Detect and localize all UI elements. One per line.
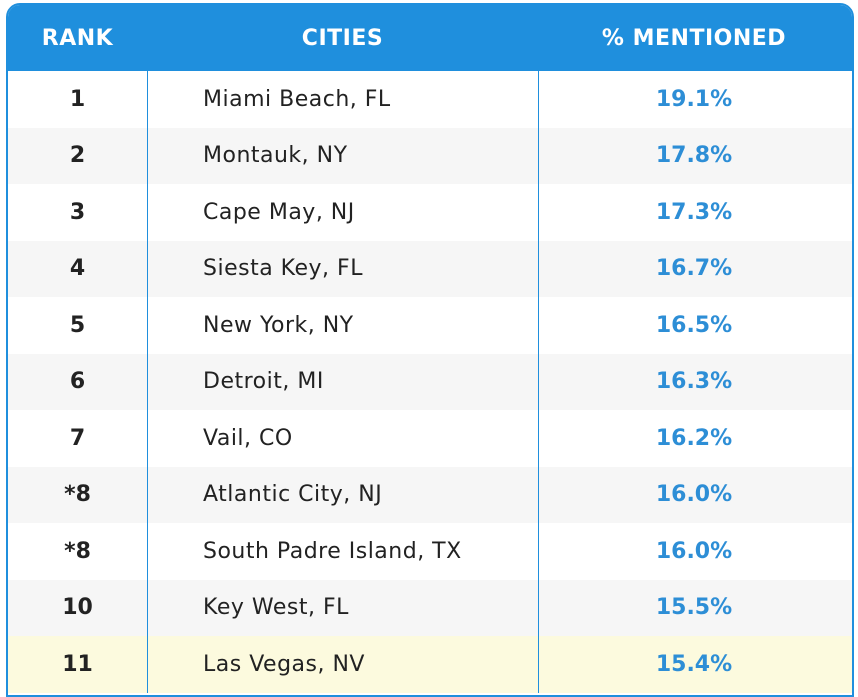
header-cities: CITIES	[301, 25, 384, 51]
city-cell: South Padre Island, TX	[203, 538, 462, 564]
rank-cell: 2	[69, 143, 86, 169]
city-cell: New York, NY	[203, 312, 354, 338]
table-row: 1 Miami Beach, FL 19.1%	[8, 71, 852, 128]
percent-cell: 17.3%	[655, 199, 733, 225]
table-row: 4 Siesta Key, FL 16.7%	[8, 240, 852, 297]
header-mentioned: % MENTIONED	[601, 25, 787, 51]
city-cell: Vail, CO	[203, 425, 293, 451]
percent-cell: 16.5%	[655, 312, 733, 338]
city-cell: Cape May, NJ	[203, 199, 355, 225]
rank-cell: *8	[64, 482, 91, 508]
rank-cell: 1	[69, 86, 86, 112]
city-cell: Atlantic City, NJ	[203, 482, 383, 508]
rankings-table: RANK CITIES % MENTIONED 1 Miami Beach, F…	[6, 3, 854, 697]
table-row: 10 Key West, FL 15.5%	[8, 579, 852, 636]
city-cell: Montauk, NY	[203, 143, 348, 169]
table-header: RANK CITIES % MENTIONED	[8, 5, 852, 71]
percent-cell: 15.4%	[655, 651, 733, 677]
rank-cell: *8	[64, 538, 91, 564]
table-row: 2 Montauk, NY 17.8%	[8, 127, 852, 184]
table-row: 7 Vail, CO 16.2%	[8, 410, 852, 467]
column-divider	[538, 71, 539, 693]
percent-cell: 16.0%	[655, 538, 733, 564]
table-body: 1 Miami Beach, FL 19.1% 2 Montauk, NY 17…	[8, 71, 852, 693]
city-cell: Siesta Key, FL	[203, 256, 363, 282]
city-cell: Detroit, MI	[203, 369, 324, 395]
percent-cell: 19.1%	[655, 86, 733, 112]
table-row: 3 Cape May, NJ 17.3%	[8, 184, 852, 241]
rank-cell: 4	[69, 256, 86, 282]
rank-cell: 5	[69, 312, 86, 338]
rank-cell: 11	[62, 651, 93, 677]
rank-cell: 3	[69, 199, 86, 225]
table-row: *8 South Padre Island, TX 16.0%	[8, 523, 852, 580]
percent-cell: 17.8%	[655, 143, 733, 169]
percent-cell: 15.5%	[655, 595, 733, 621]
percent-cell: 16.3%	[655, 369, 733, 395]
header-rank: RANK	[41, 25, 114, 51]
column-divider	[147, 71, 148, 693]
percent-cell: 16.7%	[655, 256, 733, 282]
table-row: 6 Detroit, MI 16.3%	[8, 353, 852, 410]
percent-cell: 16.0%	[655, 482, 733, 508]
rank-cell: 10	[62, 595, 93, 621]
city-cell: Key West, FL	[203, 595, 349, 621]
table-row: 5 New York, NY 16.5%	[8, 297, 852, 354]
rank-cell: 6	[69, 369, 86, 395]
city-cell: Miami Beach, FL	[203, 86, 391, 112]
rank-cell: 7	[69, 425, 86, 451]
table-row-highlighted: 11 Las Vegas, NV 15.4%	[8, 636, 852, 693]
percent-cell: 16.2%	[655, 425, 733, 451]
table-row: *8 Atlantic City, NJ 16.0%	[8, 466, 852, 523]
city-cell: Las Vegas, NV	[203, 651, 365, 677]
